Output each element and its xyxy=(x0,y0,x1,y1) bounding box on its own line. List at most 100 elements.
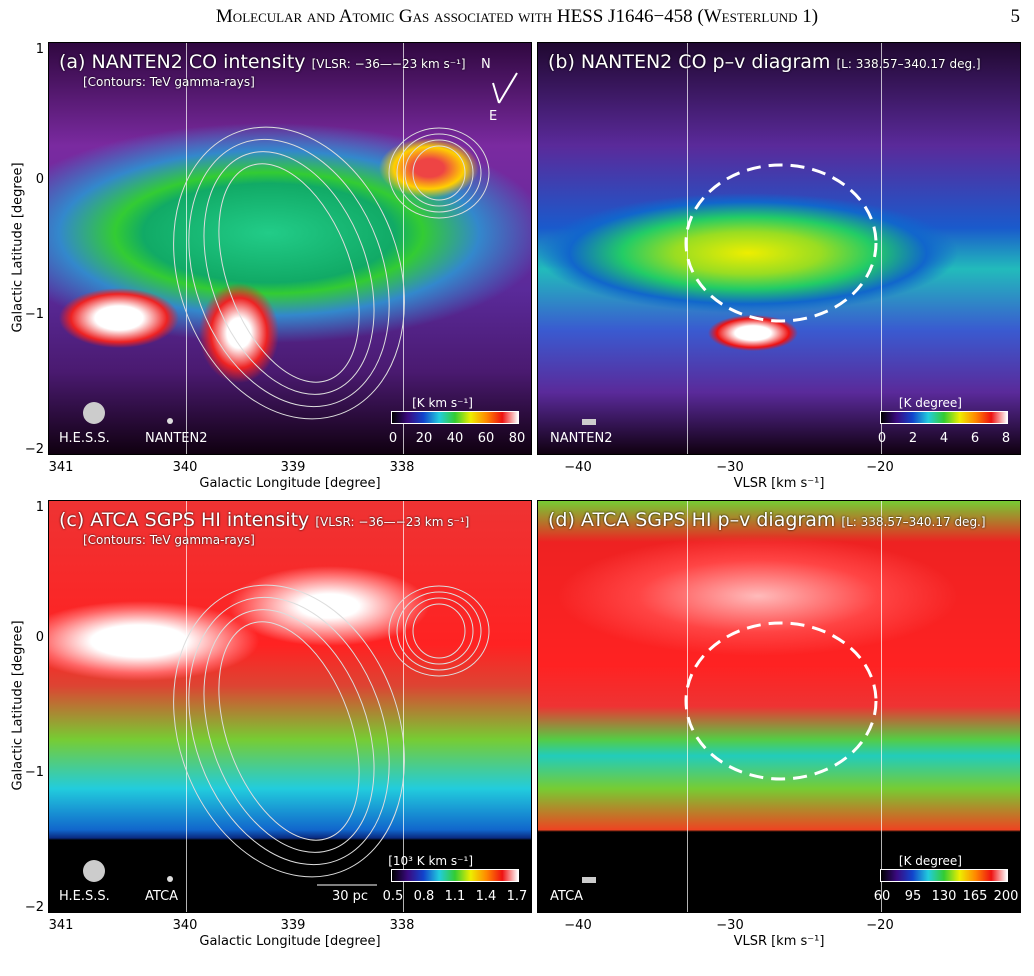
title-text: (a) NANTEN2 CO intensity xyxy=(59,51,306,73)
contour xyxy=(173,584,405,878)
colorbar-tick: 6 xyxy=(970,431,980,446)
range-line xyxy=(403,501,404,912)
compass-n: N xyxy=(481,57,491,72)
panel-title: (c) ATCA SGPS HI intensity [VLSR: −36—−2… xyxy=(59,509,469,531)
contour xyxy=(388,127,490,219)
panel-title: (a) NANTEN2 CO intensity [VLSR: −36—−23 … xyxy=(59,51,466,73)
colorbar-tick: 60 xyxy=(873,889,891,904)
overlay xyxy=(582,163,878,425)
beam-label: ATCA xyxy=(145,889,179,904)
marker xyxy=(83,860,105,882)
x-tick-label: −30 xyxy=(716,460,744,475)
x-tick-label: 341 xyxy=(48,460,74,475)
title-range: [VLSR: −36—−23 km s⁻¹] xyxy=(315,515,470,529)
colorbar xyxy=(391,411,519,424)
x-tick-label: −40 xyxy=(564,460,592,475)
contour xyxy=(218,163,360,383)
contour xyxy=(388,585,490,677)
title-text: (d) ATCA SGPS HI p–v diagram xyxy=(548,509,836,531)
y-axis-title: Galactic Latitude [degree] xyxy=(10,162,26,333)
x-tick-label: 339 xyxy=(280,918,306,933)
compass-e: E xyxy=(489,109,498,124)
contour xyxy=(404,597,474,665)
contour xyxy=(412,603,466,659)
panel: (a) NANTEN2 CO intensity [VLSR: −36—−23 … xyxy=(48,42,532,455)
x-axis-title: VLSR [km s⁻¹] xyxy=(733,934,825,949)
scale-bar-label: 30 pc xyxy=(332,889,369,904)
panel: (c) ATCA SGPS HI intensity [VLSR: −36—−2… xyxy=(48,500,532,913)
x-tick-label: 339 xyxy=(280,460,306,475)
contour xyxy=(218,621,360,841)
x-tick-label: −20 xyxy=(866,918,894,933)
colorbar-tick: 60 xyxy=(477,431,495,446)
colorbar-tick: 95 xyxy=(904,889,922,904)
colorbar-tick: 1.7 xyxy=(506,889,528,904)
beam-label: NANTEN2 xyxy=(550,431,613,446)
colorbar-tick: 0 xyxy=(877,431,887,446)
colorbar-tick: 0.5 xyxy=(382,889,404,904)
colorbar-tick: 4 xyxy=(939,431,949,446)
x-tick-label: 338 xyxy=(389,460,415,475)
title-text: (c) ATCA SGPS HI intensity xyxy=(59,509,310,531)
panel-title: (d) ATCA SGPS HI p–v diagram [L: 338.57–… xyxy=(548,509,986,531)
colorbar-tick: 0 xyxy=(388,431,398,446)
x-tick-label: 340 xyxy=(172,918,198,933)
panel: (d) ATCA SGPS HI p–v diagram [L: 338.57–… xyxy=(537,500,1021,913)
colorbar-tick: 80 xyxy=(508,431,526,446)
range-line xyxy=(186,501,187,912)
running-head: Molecular and Atomic Gas associated with… xyxy=(215,6,819,27)
panel-title: (b) NANTEN2 CO p–v diagram [L: 338.57–34… xyxy=(548,51,981,73)
contour xyxy=(396,591,482,671)
contour xyxy=(188,138,390,408)
overlay xyxy=(582,621,878,883)
contour xyxy=(684,621,878,781)
marker xyxy=(83,402,105,424)
title-range: [VLSR: −36—−23 km s⁻¹] xyxy=(311,57,466,71)
beam-label: H.E.S.S. xyxy=(59,431,110,446)
colorbar-tick: 2 xyxy=(908,431,918,446)
x-tick-label: −20 xyxy=(866,460,894,475)
colorbar-unit: [10³ K km s⁻¹] xyxy=(388,854,473,868)
marker xyxy=(492,82,500,104)
colorbar xyxy=(391,869,519,882)
y-tick-label: 0 xyxy=(35,630,44,645)
colorbar-tick: 165 xyxy=(962,889,988,904)
marker xyxy=(167,418,173,424)
overlay xyxy=(83,584,490,886)
title-range: [L: 338.57–340.17 deg.] xyxy=(841,515,986,529)
range-line xyxy=(881,501,882,912)
x-axis-title: VLSR [km s⁻¹] xyxy=(733,476,825,491)
x-tick-label: −30 xyxy=(716,918,744,933)
x-axis-title: Galactic Longitude [degree] xyxy=(199,934,381,949)
x-tick-label: −40 xyxy=(564,918,592,933)
colorbar-tick: 200 xyxy=(993,889,1019,904)
contour-note: [Contours: TeV gamma-rays] xyxy=(83,75,255,89)
colorbar-unit: [K degree] xyxy=(898,396,962,410)
y-tick-label: −2 xyxy=(24,900,44,915)
colorbar-tick: 0.8 xyxy=(413,889,435,904)
colorbar-unit: [K km s⁻¹] xyxy=(412,396,473,410)
colorbar-tick: 20 xyxy=(415,431,433,446)
y-tick-label: −1 xyxy=(24,765,44,780)
contour xyxy=(396,133,482,213)
beam-label: NANTEN2 xyxy=(145,431,208,446)
y-tick-label: 1 xyxy=(35,500,44,515)
beam-label: ATCA xyxy=(550,889,584,904)
x-tick-label: 341 xyxy=(48,918,74,933)
colorbar-tick: 8 xyxy=(1001,431,1011,446)
overlay xyxy=(83,72,518,424)
contour xyxy=(684,163,878,323)
colorbar-tick: 40 xyxy=(446,431,464,446)
title-range: [L: 338.57–340.17 deg.] xyxy=(836,57,981,71)
range-line xyxy=(186,43,187,454)
contour xyxy=(173,126,405,420)
page-number: 5 xyxy=(1010,6,1021,27)
contour xyxy=(404,139,474,207)
contour xyxy=(203,151,375,395)
y-tick-label: 0 xyxy=(35,172,44,187)
marker xyxy=(582,877,596,883)
colorbar-unit: [K degree] xyxy=(898,854,962,868)
contour xyxy=(412,145,466,201)
colorbar xyxy=(880,411,1008,424)
